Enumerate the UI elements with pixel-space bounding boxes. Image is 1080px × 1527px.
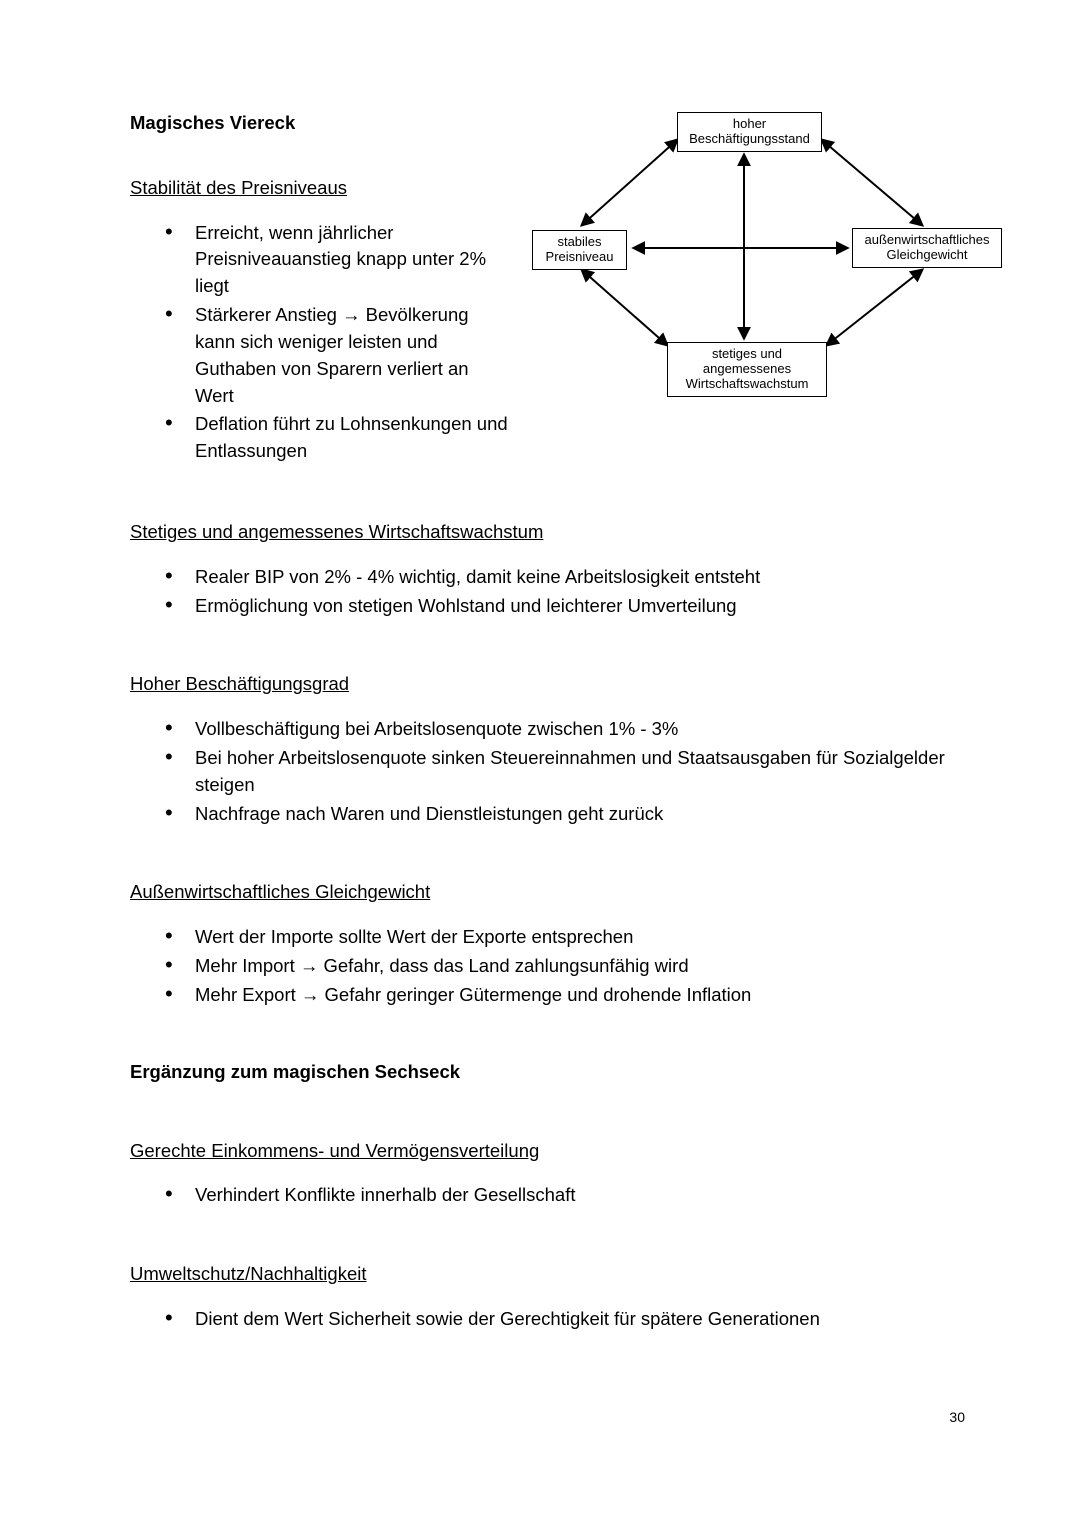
- list-einkommen: Verhindert Konflikte innerhalb der Gesel…: [130, 1182, 965, 1209]
- page-number: 30: [949, 1407, 965, 1427]
- list-item: Erreicht, wenn jährlicher Preisniveauans…: [165, 220, 510, 300]
- node-label: außenwirtschaftliches: [865, 232, 990, 247]
- diagram-edge: [827, 270, 922, 345]
- section-title-aussenwirtschaft: Außenwirtschaftliches Gleichgewicht: [130, 879, 965, 906]
- list-beschaeftigung: Vollbeschäftigung bei Arbeitslosenquote …: [130, 716, 965, 827]
- magisches-viereck-diagram: hoher Beschäftigungsstand stabiles Preis…: [522, 100, 1002, 410]
- section-title-umwelt: Umweltschutz/Nachhaltigkeit: [130, 1261, 965, 1288]
- heading-magisches-viereck: Magisches Viereck: [130, 110, 510, 137]
- diagram-node-top: hoher Beschäftigungsstand: [677, 112, 822, 152]
- list-item: Verhindert Konflikte innerhalb der Gesel…: [165, 1182, 965, 1209]
- list-item: Deflation führt zu Lohnsenkungen und Ent…: [165, 411, 510, 465]
- node-label: Beschäftigungsstand: [689, 131, 810, 146]
- list-aussenwirtschaft: Wert der Importe sollte Wert der Exporte…: [130, 924, 965, 1008]
- list-umwelt: Dient dem Wert Sicherheit sowie der Gere…: [130, 1306, 965, 1333]
- diagram-node-bottom: stetiges und angemessenes Wirtschaftswac…: [667, 342, 827, 397]
- diagram-node-left: stabiles Preisniveau: [532, 230, 627, 270]
- list-item: Mehr Export → Gefahr geringer Gütermenge…: [165, 982, 965, 1009]
- node-label: Gleichgewicht: [887, 247, 968, 262]
- list-item: Mehr Import → Gefahr, dass das Land zahl…: [165, 953, 965, 980]
- list-item: Ermöglichung von stetigen Wohlstand und …: [165, 593, 965, 620]
- node-label: stetiges und: [712, 346, 782, 361]
- section-title-beschaeftigung: Hoher Beschäftigungsgrad: [130, 671, 965, 698]
- node-label: stabiles: [557, 234, 601, 249]
- diagram-node-right: außenwirtschaftliches Gleichgewicht: [852, 228, 1002, 268]
- list-stabilitaet: Erreicht, wenn jährlicher Preisniveauans…: [130, 220, 510, 465]
- list-item: Stärkerer Anstieg → Bevölkerung kann sic…: [165, 302, 510, 409]
- list-item: Nachfrage nach Waren und Dienstleistunge…: [165, 801, 965, 828]
- heading-sechseck: Ergänzung zum magischen Sechseck: [130, 1059, 965, 1086]
- diagram-edge: [582, 270, 667, 345]
- section-title-stabilitaet: Stabilität des Preisniveaus: [130, 175, 510, 202]
- diagram-edge: [582, 140, 677, 225]
- node-label: Preisniveau: [546, 249, 614, 264]
- node-label: hoher: [733, 116, 766, 131]
- node-label: Wirtschaftswachstum: [686, 376, 809, 391]
- list-wachstum: Realer BIP von 2% - 4% wichtig, damit ke…: [130, 564, 965, 620]
- list-item: Wert der Importe sollte Wert der Exporte…: [165, 924, 965, 951]
- section-title-einkommen: Gerechte Einkommens- und Vermögensvertei…: [130, 1138, 965, 1165]
- node-label: angemessenes: [703, 361, 791, 376]
- diagram-edge: [822, 140, 922, 225]
- list-item: Dient dem Wert Sicherheit sowie der Gere…: [165, 1306, 965, 1333]
- section-title-wachstum: Stetiges und angemessenes Wirtschaftswac…: [130, 519, 965, 546]
- list-item: Vollbeschäftigung bei Arbeitslosenquote …: [165, 716, 965, 743]
- list-item: Bei hoher Arbeitslosenquote sinken Steue…: [165, 745, 965, 799]
- list-item: Realer BIP von 2% - 4% wichtig, damit ke…: [165, 564, 965, 591]
